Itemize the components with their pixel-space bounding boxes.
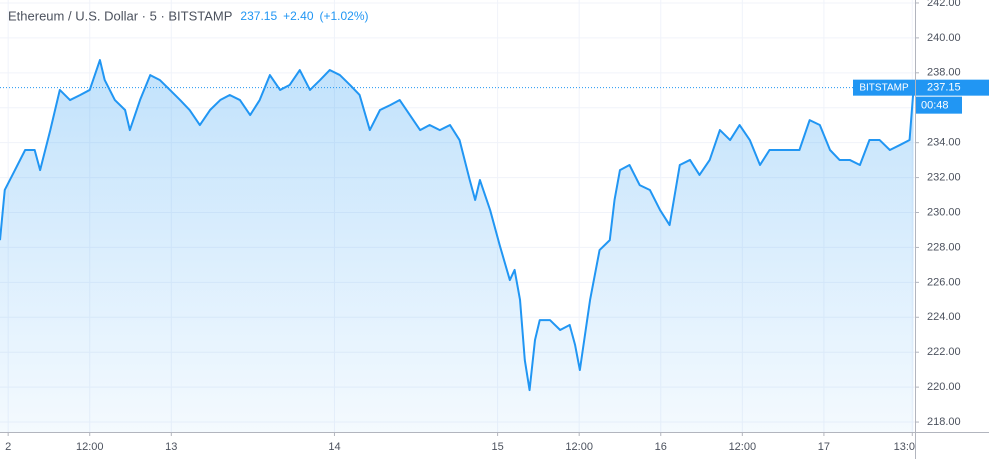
y-tick-label: 242.00 <box>927 0 961 9</box>
x-tick-label: 15 <box>491 441 503 453</box>
y-tick-label: 232.00 <box>927 171 961 183</box>
y-tick-label: 224.00 <box>927 311 961 323</box>
last-value: 237.15 <box>240 9 277 23</box>
price-tags: BITSTAMP 237.15 00:48 <box>853 79 989 114</box>
price-tag-bg <box>916 79 989 96</box>
change: +2.40 <box>283 9 314 23</box>
change-percent: (+1.02%) <box>320 9 369 23</box>
y-tick-label: 220.00 <box>927 381 961 393</box>
plot-layer <box>0 59 915 432</box>
y-tick-label: 218.00 <box>927 416 961 428</box>
chart-title: Ethereum / U.S. Dollar · 5 · BITSTAMP <box>8 8 232 23</box>
header: Ethereum / U.S. Dollar · 5 · BITSTAMP 23… <box>8 8 369 23</box>
x-tick-label: 14 <box>328 441 340 453</box>
x-tick-label: 13:0 <box>894 441 915 453</box>
exchange-tag-bg <box>853 79 915 96</box>
y-tick-label: 226.00 <box>927 276 961 288</box>
countdown-bg <box>916 96 962 114</box>
x-tick-label: 12:00 <box>565 441 593 453</box>
x-tick-label: 12:00 <box>729 441 757 453</box>
area <box>0 60 914 432</box>
line <box>0 59 915 392</box>
x-tick-label: 12:00 <box>76 441 104 453</box>
exchange-tag: BITSTAMP <box>859 82 909 93</box>
price-tag: 237.15 <box>927 82 961 94</box>
x-tick-label: 17 <box>818 441 830 453</box>
y-tick-label: 230.00 <box>927 206 961 218</box>
y-tick-label: 222.00 <box>927 346 961 358</box>
x-tick-label: 2 <box>5 441 11 453</box>
y-tick-label: 238.00 <box>927 67 961 79</box>
y-tick-label: 228.00 <box>927 241 961 253</box>
x-tick-label: 13 <box>165 441 177 453</box>
y-tick-label: 234.00 <box>927 137 961 149</box>
countdown: 00:48 <box>921 100 949 112</box>
x-tick-label: 16 <box>655 441 667 453</box>
y-tick-label: 240.00 <box>927 32 961 44</box>
